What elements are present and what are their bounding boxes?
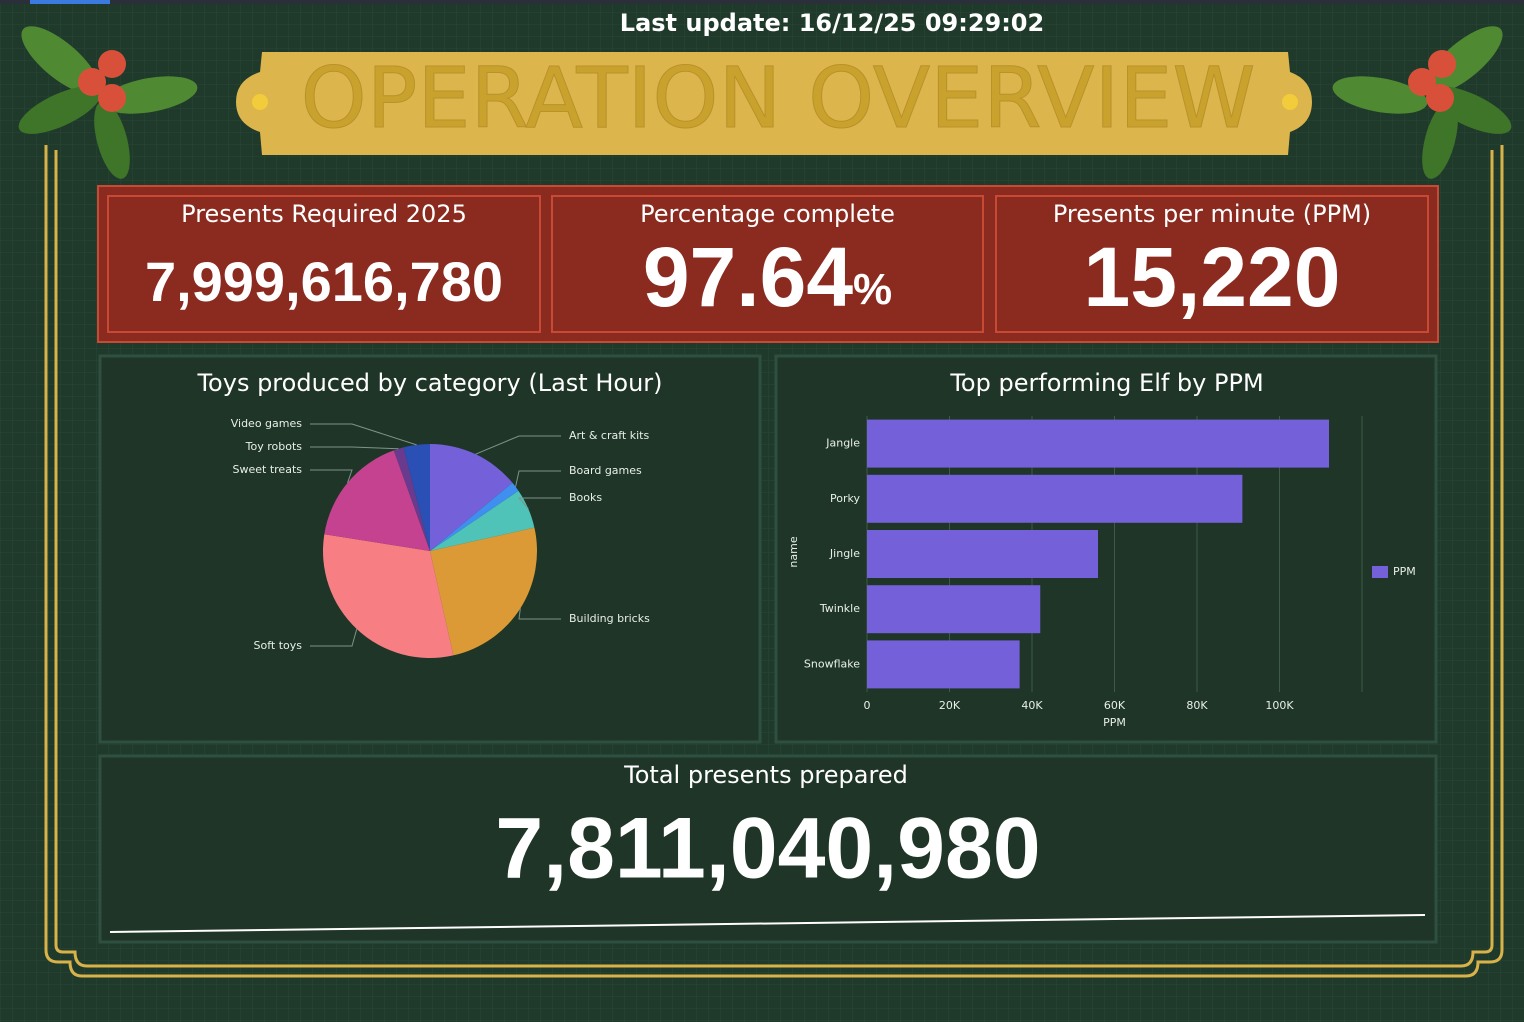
pie-slice — [430, 527, 537, 656]
leader-line — [515, 470, 561, 487]
leader-line — [518, 608, 561, 620]
kpi-value: 7,999,616,780 — [145, 250, 503, 313]
kpi-label: Presents per minute (PPM) — [1053, 200, 1371, 228]
total-panel — [98, 754, 1438, 944]
holly-right — [1332, 26, 1512, 179]
pie-label: Books — [569, 491, 602, 504]
kpi-label: Percentage complete — [640, 200, 895, 228]
top-strip — [0, 0, 1524, 4]
kpi-number: 7,999,616,780 — [145, 250, 503, 313]
pie-label: Board games — [569, 464, 642, 477]
plaque-dot — [1282, 94, 1298, 110]
kpi-number: 97.64 — [643, 230, 853, 324]
x-tick-label: 0 — [864, 699, 871, 712]
pie-label: Toy robots — [245, 440, 303, 453]
x-tick-label: 80K — [1186, 699, 1208, 712]
leader-line — [310, 469, 353, 483]
kpi-box — [107, 195, 541, 333]
pie-slice — [430, 490, 535, 551]
pie-label: Art & craft kits — [569, 429, 649, 442]
title-plaque — [236, 52, 1312, 155]
pie-slice — [403, 444, 430, 551]
bar — [867, 640, 1020, 689]
kpi-band — [97, 185, 1439, 343]
kpi-unit: % — [853, 265, 892, 314]
bar — [867, 530, 1098, 578]
y-tick-label: Jangle — [825, 437, 860, 450]
bar — [867, 474, 1243, 523]
kpi-box — [551, 195, 984, 333]
last-update: Last update: 16/12/25 09:29:02 — [620, 9, 1044, 37]
x-tick-label: 20K — [939, 699, 961, 712]
pie-label: Video games — [231, 417, 303, 430]
last-update-value: 16/12/25 09:29:02 — [799, 9, 1044, 37]
leader-line — [310, 628, 358, 647]
leader-line — [310, 423, 417, 446]
kpi-value: 15,220 — [1084, 230, 1341, 324]
tab — [30, 0, 110, 4]
page-title: OPERATION OVERVIEW — [301, 49, 1256, 147]
total-label: Total presents prepared — [623, 761, 908, 789]
holly-left — [18, 26, 198, 179]
trend-line — [109, 914, 1426, 933]
pie-slice — [393, 447, 430, 551]
pie-label: Soft toys — [254, 639, 303, 652]
chart-title: Top performing Elf by PPM — [949, 369, 1263, 397]
chart-title: Toys produced by category (Last Hour) — [196, 369, 662, 397]
kpi-box — [995, 195, 1429, 333]
leader-line — [475, 435, 561, 455]
pie-slice — [430, 444, 513, 551]
legend-swatch — [1372, 566, 1388, 578]
y-tick-label: Jingle — [829, 547, 860, 560]
kpi-value: 97.64% — [643, 230, 892, 324]
kpi-number: 15,220 — [1084, 230, 1341, 324]
last-update-label: Last update: — [620, 9, 791, 37]
legend-label: PPM — [1393, 565, 1416, 578]
y-axis-label: name — [787, 536, 800, 567]
pie-label: Sweet treats — [233, 463, 303, 476]
total-value: 7,811,040,980 — [495, 801, 1040, 897]
y-tick-label: Snowflake — [804, 657, 860, 670]
pie-slice — [323, 534, 454, 658]
pie-label: Building bricks — [569, 612, 650, 625]
kpi-label: Presents Required 2025 — [181, 200, 467, 228]
x-tick-label: 40K — [1021, 699, 1043, 712]
bar — [867, 585, 1041, 634]
y-tick-label: Twinkle — [819, 602, 860, 615]
bar — [867, 419, 1329, 468]
pie-slice — [430, 482, 519, 551]
leader-line — [517, 497, 561, 509]
leader-line — [310, 446, 399, 450]
x-tick-label: 100K — [1265, 699, 1294, 712]
y-tick-label: Porky — [830, 492, 860, 505]
pie-slice — [324, 450, 430, 551]
x-axis-label: PPM — [1103, 716, 1126, 729]
x-tick-label: 60K — [1104, 699, 1126, 712]
gold-frame — [44, 145, 1504, 978]
plaque-dot — [252, 94, 268, 110]
